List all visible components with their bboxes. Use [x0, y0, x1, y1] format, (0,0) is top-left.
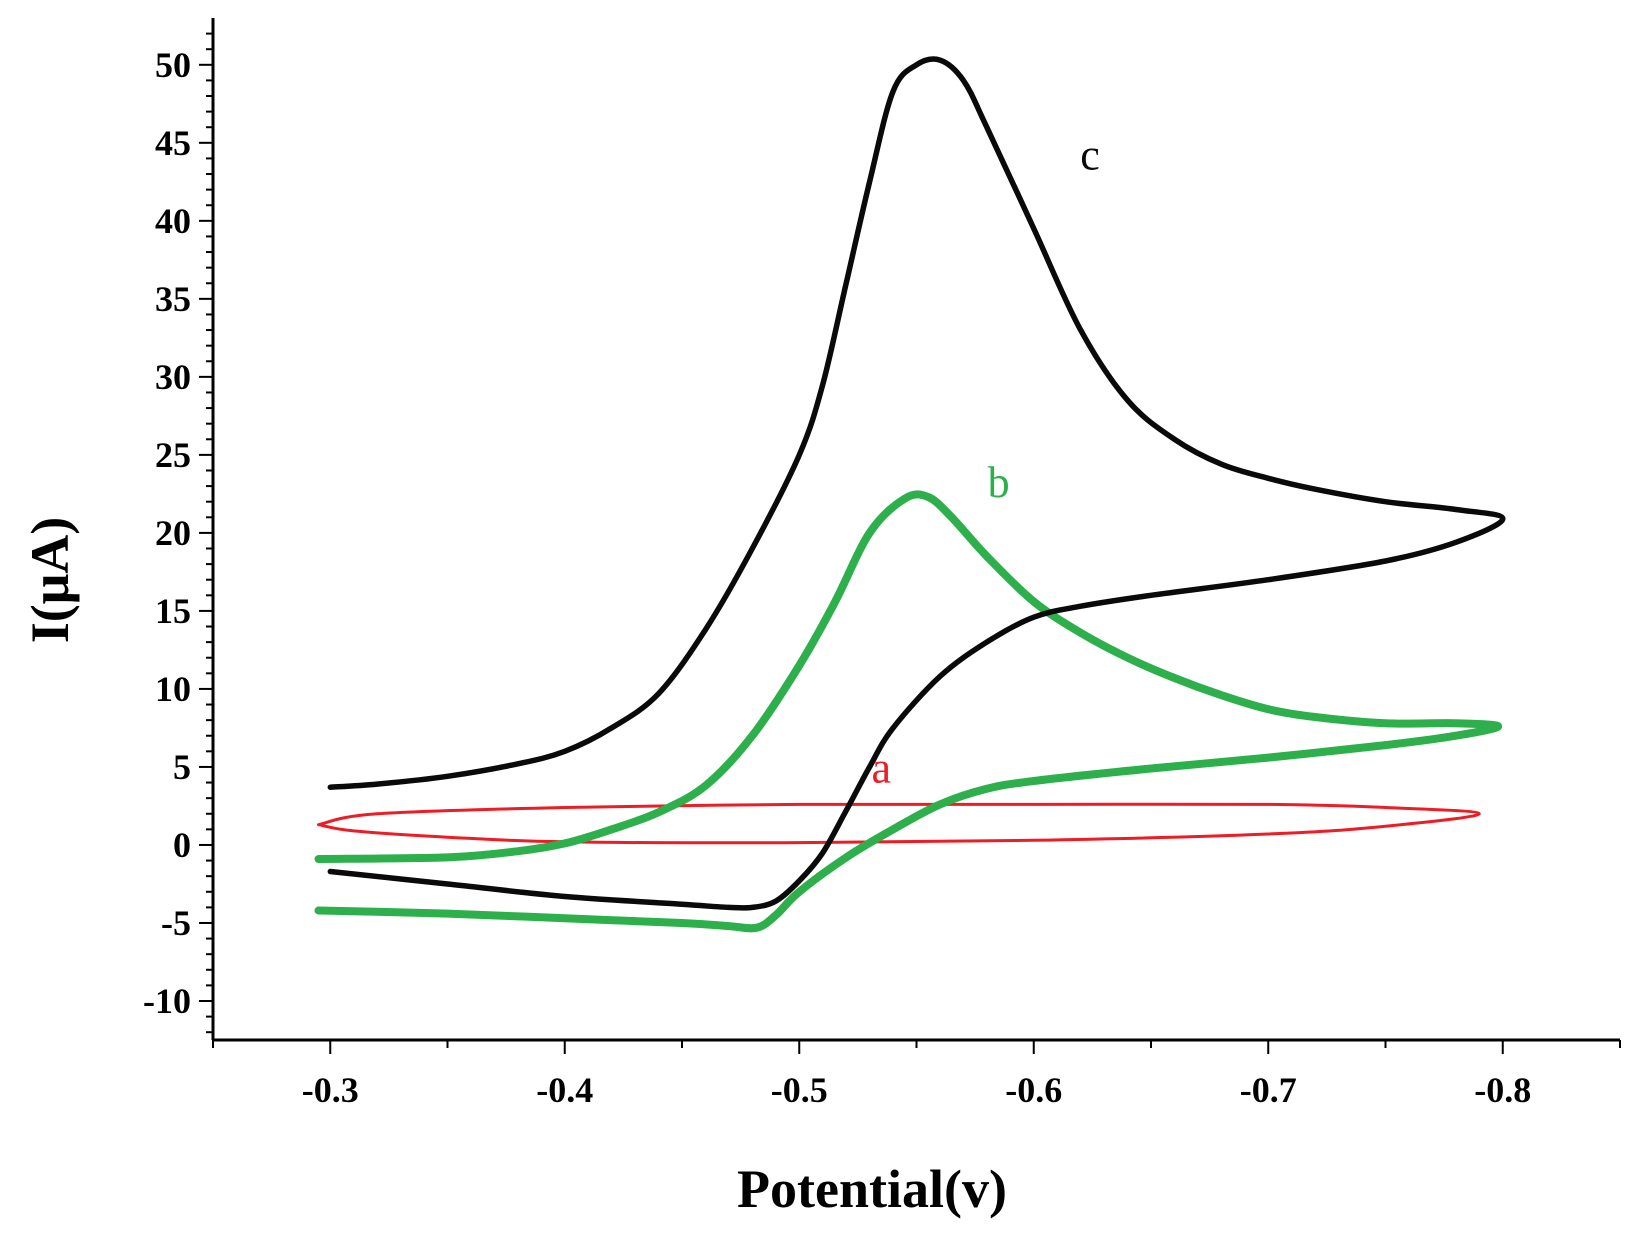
- y-tick-label: 30: [155, 357, 191, 397]
- x-tick-label: -0.5: [771, 1070, 828, 1110]
- x-tick-label: -0.4: [536, 1070, 593, 1110]
- y-tick-label: 40: [155, 201, 191, 241]
- y-tick-label: 45: [155, 123, 191, 163]
- y-tick-label: 35: [155, 279, 191, 319]
- x-tick-label: -0.8: [1474, 1070, 1531, 1110]
- x-tick-label: -0.7: [1240, 1070, 1297, 1110]
- curve-b: [314, 490, 1503, 933]
- y-tick-label: -5: [161, 903, 191, 943]
- x-axis-title: Potential(v): [737, 1159, 1007, 1219]
- curve-labels: a b c: [872, 130, 1100, 792]
- x-tick-label: -0.6: [1005, 1070, 1062, 1110]
- y-axis: -10 -5 0 5 10 15 20 25 30 35 40 45 50: [143, 32, 213, 1034]
- y-tick-label: 50: [155, 45, 191, 85]
- y-tick-label: 10: [155, 669, 191, 709]
- y-tick-label: 20: [155, 513, 191, 553]
- y-axis-title: I(μA): [20, 517, 80, 644]
- y-tick-label: 5: [173, 747, 191, 787]
- plot-frame: [211, 18, 1620, 1042]
- y-tick-label: 25: [155, 435, 191, 475]
- y-tick-label: 15: [155, 591, 191, 631]
- curve-label-a: a: [872, 744, 892, 793]
- curves: [314, 56, 1506, 933]
- curve-label-c: c: [1080, 130, 1100, 179]
- x-tick-label: -0.3: [302, 1070, 359, 1110]
- x-axis: -0.3 -0.4 -0.5 -0.6 -0.7 -0.8: [212, 1040, 1621, 1110]
- y-tick-label: -10: [143, 981, 191, 1021]
- curve-c: [327, 56, 1506, 911]
- curve-label-b: b: [988, 458, 1010, 507]
- y-tick-label: 0: [173, 825, 191, 865]
